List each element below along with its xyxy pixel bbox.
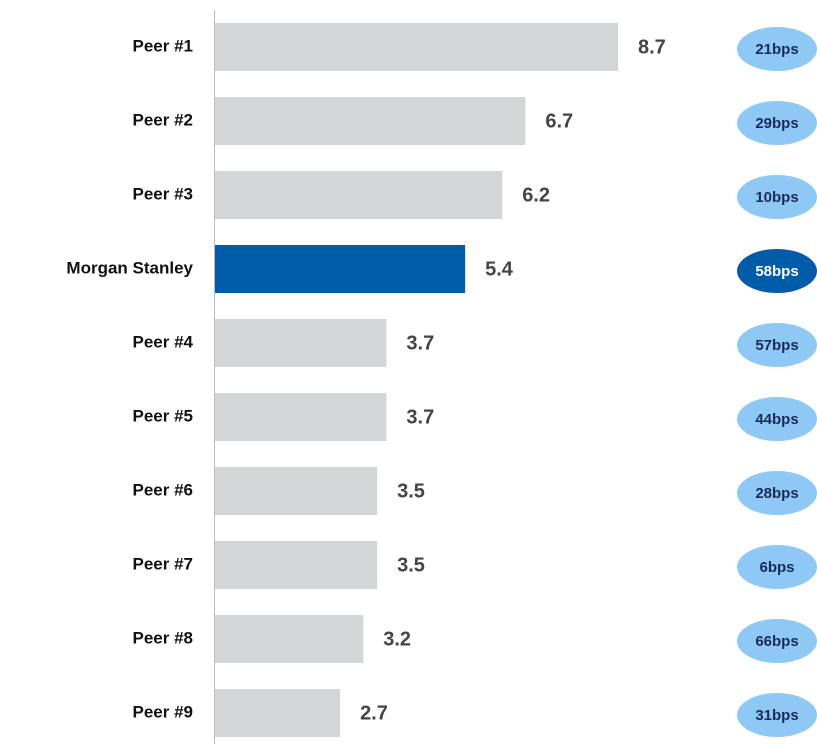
bar [215,97,526,145]
badge-label: 44bps [755,411,798,428]
value-label: 3.5 [397,554,425,576]
bar [215,541,378,589]
category-label: Peer #4 [133,332,194,351]
value-label: 6.2 [522,184,550,206]
badge [737,323,817,367]
bar [215,319,387,367]
bar [215,393,387,441]
bar [215,615,364,663]
badge [737,249,817,293]
badge [737,471,817,515]
category-label: Morgan Stanley [66,258,193,277]
category-label: Peer #3 [133,184,194,203]
badge-label: 31bps [755,707,798,724]
badge-label: 58bps [755,263,798,280]
bar [215,467,378,515]
category-label: Peer #9 [133,702,194,721]
value-label: 6.7 [545,110,573,132]
badge-label: 66bps [755,633,798,650]
badge [737,693,817,737]
badge-label: 6bps [759,559,794,576]
value-label: 3.7 [406,406,434,428]
value-label: 5.4 [485,258,514,280]
badge [737,545,817,589]
category-label: Peer #8 [133,628,194,647]
category-label: Peer #1 [133,36,194,55]
badge-label: 10bps [755,189,798,206]
bar [215,245,466,293]
badge [737,175,817,219]
bar [215,171,503,219]
badge [737,397,817,441]
value-label: 3.5 [397,480,425,502]
badge [737,619,817,663]
badge-label: 28bps [755,485,798,502]
badge [737,101,817,145]
value-label: 3.2 [383,628,411,650]
value-label: 8.7 [638,36,666,58]
badge-label: 57bps [755,337,798,354]
value-label: 3.7 [406,332,434,354]
bar [215,689,341,737]
category-label: Peer #7 [133,554,194,573]
category-label: Peer #2 [133,110,194,129]
category-label: Peer #5 [133,406,194,425]
bar [215,23,618,71]
badge-label: 29bps [755,115,798,132]
category-label: Peer #6 [133,480,194,499]
value-label: 2.7 [360,702,388,724]
badge [737,27,817,71]
badge-label: 21bps [755,41,798,58]
